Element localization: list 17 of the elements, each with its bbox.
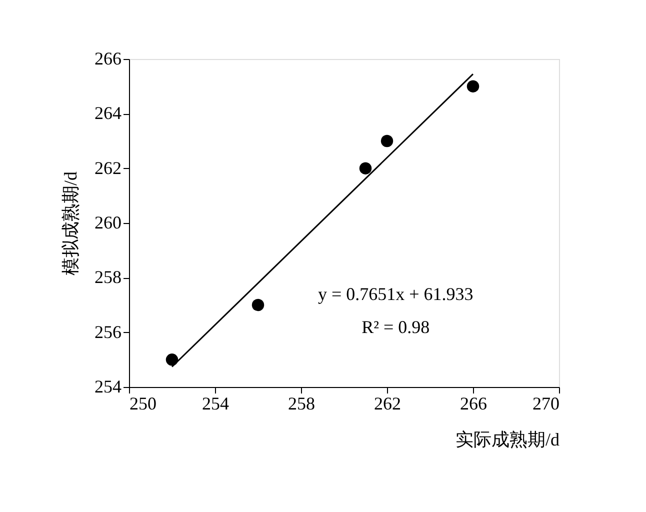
x-tick-label: 270 (532, 394, 560, 414)
x-axis-title: 实际成熟期/d (455, 430, 560, 450)
y-tick-label: 262 (94, 158, 122, 178)
y-axis-title: 模拟成熟期/d (60, 171, 80, 276)
y-tick-label: 254 (94, 376, 122, 396)
annotation: y = 0.7651x + 61.933 (318, 284, 474, 304)
y-tick-label: 258 (94, 267, 122, 288)
y-tick-label: 260 (94, 212, 122, 232)
y-tick-label: 264 (94, 103, 122, 124)
y-tick-label: 266 (94, 48, 122, 68)
x-tick-label: 254 (202, 394, 229, 414)
x-tick-label: 262 (374, 394, 401, 414)
x-tick-label: 266 (460, 394, 487, 414)
annotation: R² = 0.98 (362, 316, 430, 337)
x-tick-label: 258 (288, 394, 315, 414)
y-tick-label: 256 (94, 322, 122, 342)
x-tick-label: 250 (130, 394, 156, 414)
